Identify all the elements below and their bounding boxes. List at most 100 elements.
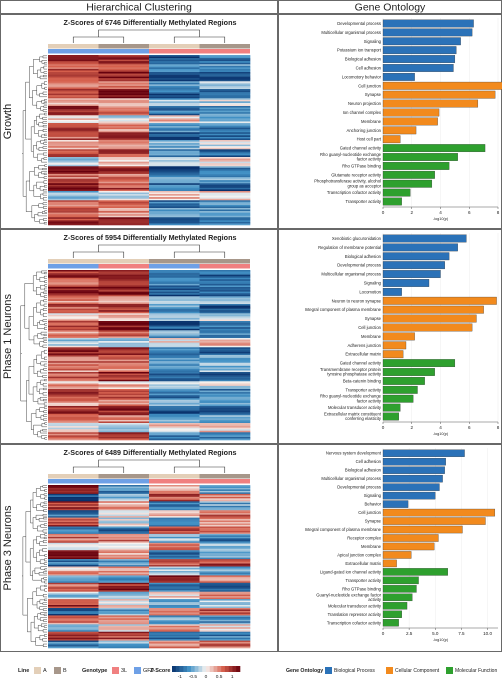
dendrogram-branch <box>40 617 47 621</box>
heatmap-cell <box>48 584 99 587</box>
heatmap-cell <box>149 511 200 514</box>
heatmap-cell <box>98 542 150 545</box>
heatmap-cell <box>48 533 99 536</box>
heatmap-cell <box>98 172 150 175</box>
heatmap-cell <box>48 599 99 601</box>
heatmap-cell <box>149 513 200 515</box>
dendrogram-branch <box>38 147 47 151</box>
heatmap-cell <box>199 387 251 390</box>
heatmap-cell <box>199 341 251 343</box>
heatmap-cell <box>199 317 251 320</box>
heatmap-cell <box>98 331 150 334</box>
heatmap-cell <box>48 372 99 374</box>
heatmap-cell <box>48 594 99 597</box>
heatmap-cell <box>199 313 251 316</box>
heatmap-cell <box>98 87 150 90</box>
heatmap-cell <box>48 152 99 155</box>
dendrogram-branch <box>42 146 47 149</box>
heatmap-cell <box>149 302 200 305</box>
heatmap-cell <box>149 387 200 390</box>
bar <box>382 64 454 72</box>
heatmap-cells <box>48 485 251 649</box>
heatmap-cell <box>48 172 99 175</box>
heatmap-cell <box>48 101 99 104</box>
dendrogram-branch <box>41 82 45 89</box>
genotype-annotation-cell <box>98 49 149 54</box>
heatmap-cell <box>98 517 150 520</box>
bar <box>382 474 443 483</box>
heatmap-cell <box>98 624 150 627</box>
dendrogram-branch <box>43 414 47 417</box>
heatmap-cell <box>199 68 251 71</box>
heatmap-cell <box>199 606 251 609</box>
heatmap-cell <box>48 127 99 130</box>
heatmap-cell <box>98 622 150 625</box>
heatmap-cell <box>149 370 200 373</box>
heatmap-cell <box>48 389 99 391</box>
heatmap-cell <box>199 214 251 217</box>
dendrogram-branch <box>39 388 44 395</box>
heatmap-cell <box>199 646 251 649</box>
heatmap-cell <box>149 313 200 316</box>
heatmap-cell <box>199 72 251 74</box>
heatmap-cell <box>149 113 200 116</box>
heatmap-cell <box>98 327 150 330</box>
heatmap-cell <box>98 304 150 306</box>
heatmap-cell <box>98 314 150 317</box>
heatmap-cell <box>199 364 251 367</box>
heatmap-cell <box>98 375 150 377</box>
heatmap-cell <box>199 119 251 122</box>
heatmap-cell <box>48 532 99 535</box>
heatmap-cell <box>98 621 150 624</box>
heatmap-cell <box>149 294 200 297</box>
heatmap-cell <box>48 513 99 515</box>
bar <box>382 568 448 576</box>
heatmap-cell <box>199 619 251 622</box>
heatmap-cell <box>199 331 251 334</box>
bar-label: Biological adhesion <box>345 468 382 473</box>
heatmap-cell <box>48 191 99 193</box>
heatmap-cell <box>48 399 99 402</box>
dendrogram-branch <box>40 106 44 111</box>
heatmap-cell <box>98 379 150 382</box>
heatmap-cell <box>98 501 150 504</box>
heatmap-cell <box>149 590 200 592</box>
heatmap-cell <box>98 384 150 387</box>
dendrogram-branch <box>42 505 47 508</box>
dendrogram-branch <box>42 392 47 396</box>
heatmap-cell <box>199 204 251 207</box>
heatmap-cell <box>98 310 150 313</box>
bar <box>382 585 417 593</box>
heatmap-cell <box>199 195 251 198</box>
heatmap-cell <box>199 192 251 195</box>
dendrogram-branch <box>44 554 47 557</box>
dendrogram-branch <box>43 180 47 184</box>
heatmap-cell <box>48 106 99 108</box>
heatmap-cell <box>199 636 251 638</box>
dendrogram-branch <box>38 130 44 137</box>
heatmap-cell <box>199 396 251 399</box>
heatmap-cell <box>199 167 251 170</box>
heatmap-cell <box>199 499 251 502</box>
heatmap-cell <box>149 384 200 387</box>
heatmap-cell <box>98 485 150 487</box>
heatmap-cell <box>48 310 99 313</box>
heatmap-cell <box>98 566 150 569</box>
dendrogram-branch <box>44 112 47 116</box>
heatmap-cell <box>98 78 150 81</box>
heatmap-cell <box>48 522 99 524</box>
bar <box>382 551 412 559</box>
heatmap-cell <box>199 582 251 585</box>
heatmap-cell <box>98 643 150 646</box>
panel-frame-left <box>0 229 278 444</box>
bar <box>382 90 496 99</box>
heatmap-cell <box>199 486 251 489</box>
heatmap-cell <box>199 404 251 407</box>
heatmap-cell <box>48 573 99 576</box>
dendrogram-branch <box>43 402 47 406</box>
heatmap-cell <box>98 92 150 94</box>
heatmap-cell <box>48 90 99 93</box>
heatmap-cell <box>199 567 251 570</box>
dendrogram-branch <box>36 587 44 596</box>
